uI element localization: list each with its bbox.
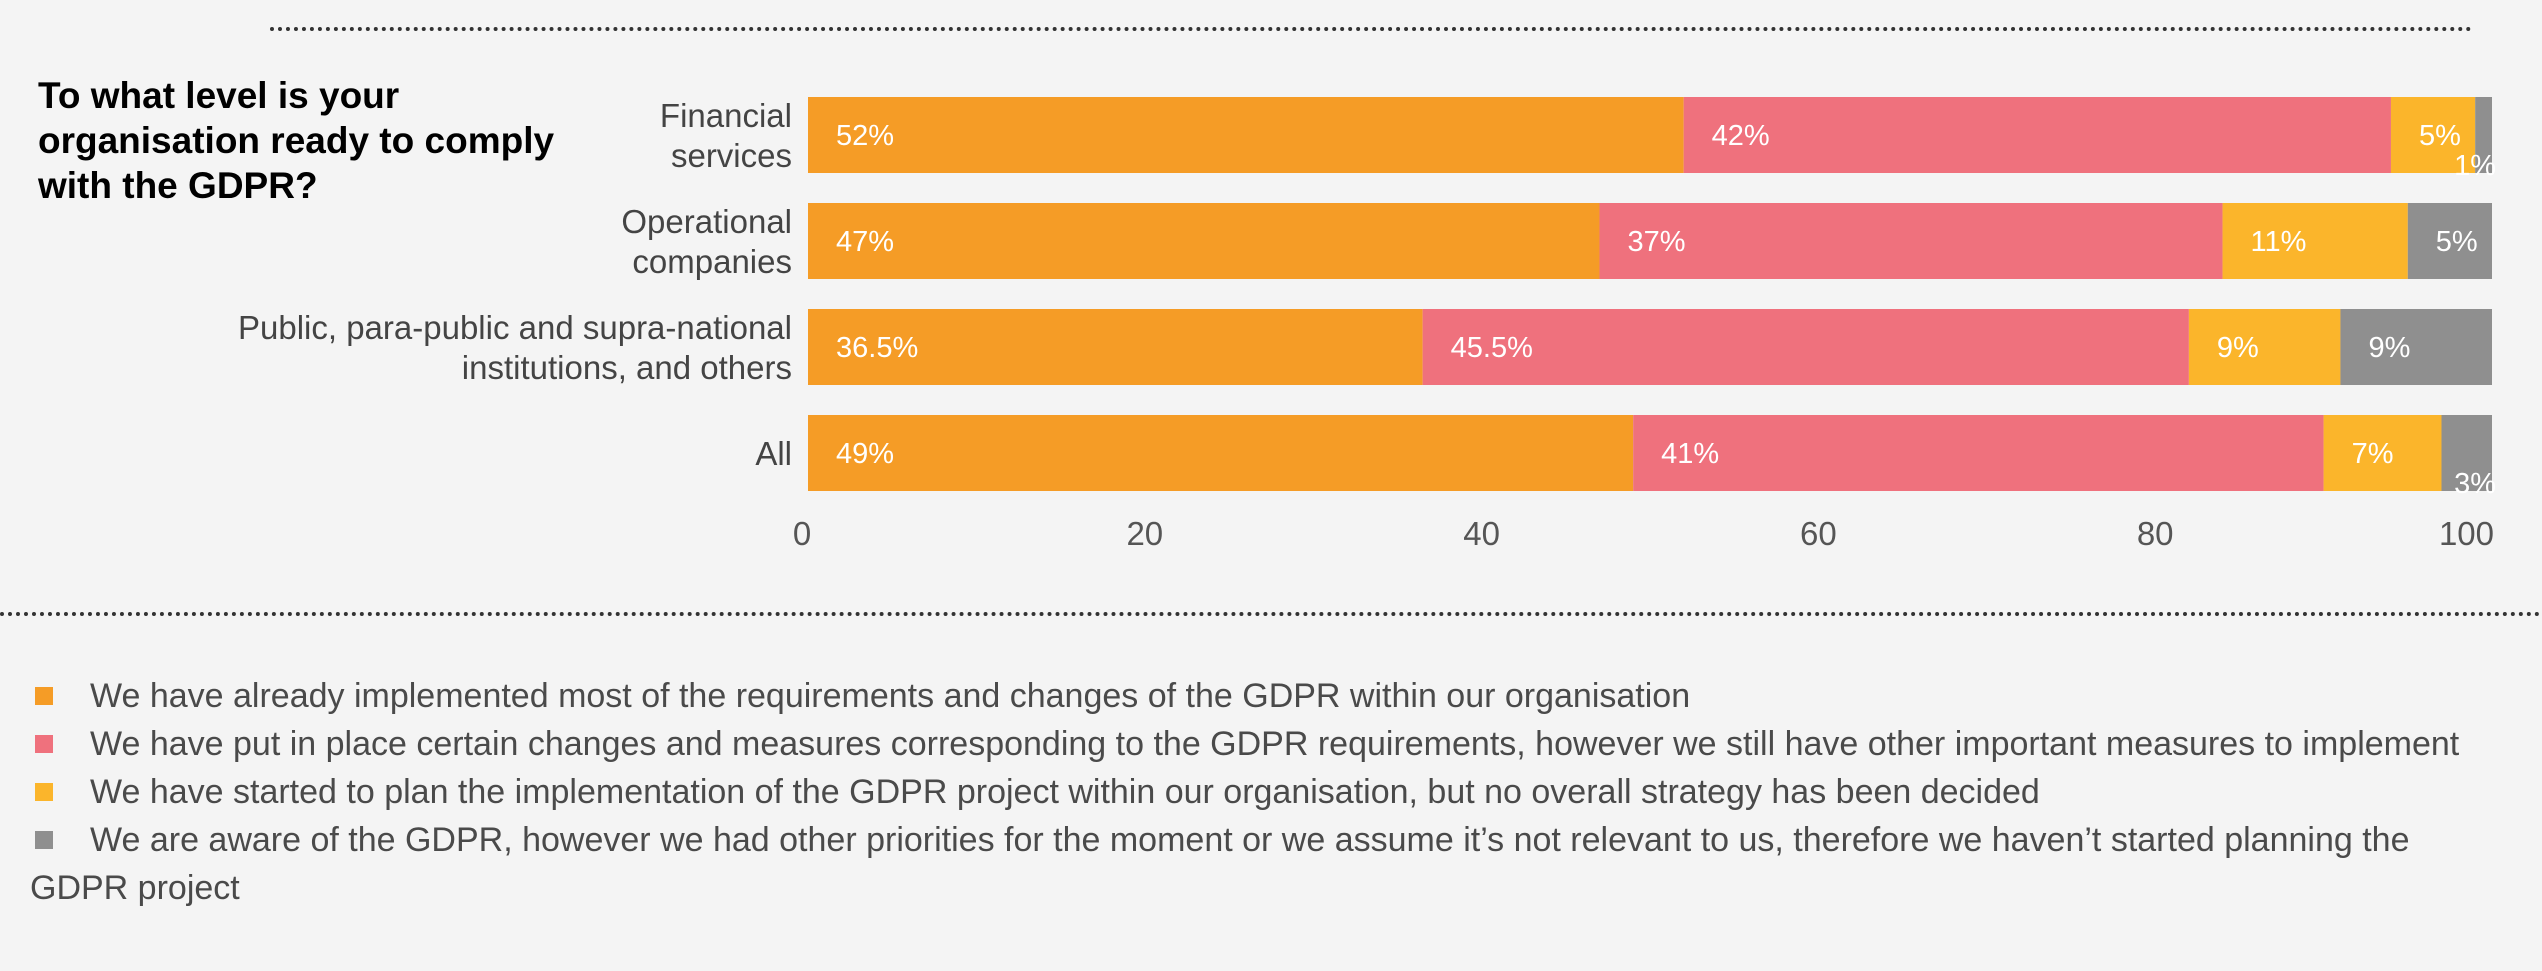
data-label-partial: 37% [1627,226,1685,258]
legend-text-planning: We have started to plan the implementati… [90,773,2040,811]
bar-segment-not-started [2407,203,2492,279]
category-label: Financial services [660,97,792,174]
data-label-not-started: 9% [2368,332,2410,364]
data-label-planning: 9% [2217,332,2259,364]
bar-segment-planning [2188,309,2341,385]
bar-segment-partial [1422,309,2189,385]
data-label-implemented: 47% [836,226,894,258]
bar-segment-not-started [2441,415,2492,491]
data-label-not-started: 3% [2454,468,2496,500]
category-label: All [755,435,792,472]
chart-title: To what level is your organisation ready… [38,75,555,206]
legend-item-planning: We have started to plan the implementati… [30,768,2510,816]
data-label-planning: 11% [2251,226,2307,258]
data-label-not-started: 1% [2454,150,2496,182]
data-label-not-started: 5% [2436,226,2478,258]
legend-item-implemented: We have already implemented most of the … [30,672,2510,720]
x-tick-label: 100 [2439,515,2494,552]
legend-text-partial: We have put in place certain changes and… [90,725,2460,763]
data-label-implemented: 52% [836,120,894,152]
legend-swatch-implemented [35,687,53,705]
bar-segment-implemented [808,309,1423,385]
bar-segment-partial [1683,97,2391,173]
bar-segment-planning [2390,97,2476,173]
bar-segment-implemented [808,203,1600,279]
x-tick-label: 40 [1463,515,1500,552]
legend-swatch-partial [35,735,53,753]
bar-segment-not-started [2340,309,2492,385]
category-label: Public, para-public and supra-national in… [238,309,792,386]
data-label-planning: 5% [2419,120,2461,152]
bar-segment-implemented [808,415,1634,491]
data-label-implemented: 36.5% [836,332,918,364]
bar-segment-planning [2323,415,2442,491]
legend-item-not-started: We are aware of the GDPR, however we had… [30,816,2510,912]
legend-swatch-not-started [35,831,53,849]
bar-segment-partial [1633,415,2324,491]
bar-segment-partial [1599,203,2223,279]
bar-segment-planning [2222,203,2408,279]
bar-segment-not-started [2475,97,2492,173]
data-label-planning: 7% [2352,438,2394,470]
bar-segment-implemented [808,97,1684,173]
legend: We have already implemented most of the … [30,672,2510,912]
data-label-partial: 42% [1712,120,1770,152]
middle-dotted-divider [0,612,2542,616]
data-label-implemented: 49% [836,438,894,470]
x-tick-label: 0 [793,515,811,552]
legend-swatch-planning [35,783,53,801]
legend-item-partial: We have put in place certain changes and… [30,720,2510,768]
category-label: Operational companies [621,203,792,280]
data-label-partial: 45.5% [1451,332,1533,364]
x-tick-label: 80 [2137,515,2174,552]
x-tick-label: 60 [1800,515,1837,552]
legend-text-implemented: We have already implemented most of the … [90,677,1691,715]
x-tick-label: 20 [1126,515,1163,552]
top-dotted-divider [270,27,2473,31]
legend-text-not-started: We are aware of the GDPR, however we had… [30,821,2410,907]
data-label-partial: 41% [1661,438,1719,470]
